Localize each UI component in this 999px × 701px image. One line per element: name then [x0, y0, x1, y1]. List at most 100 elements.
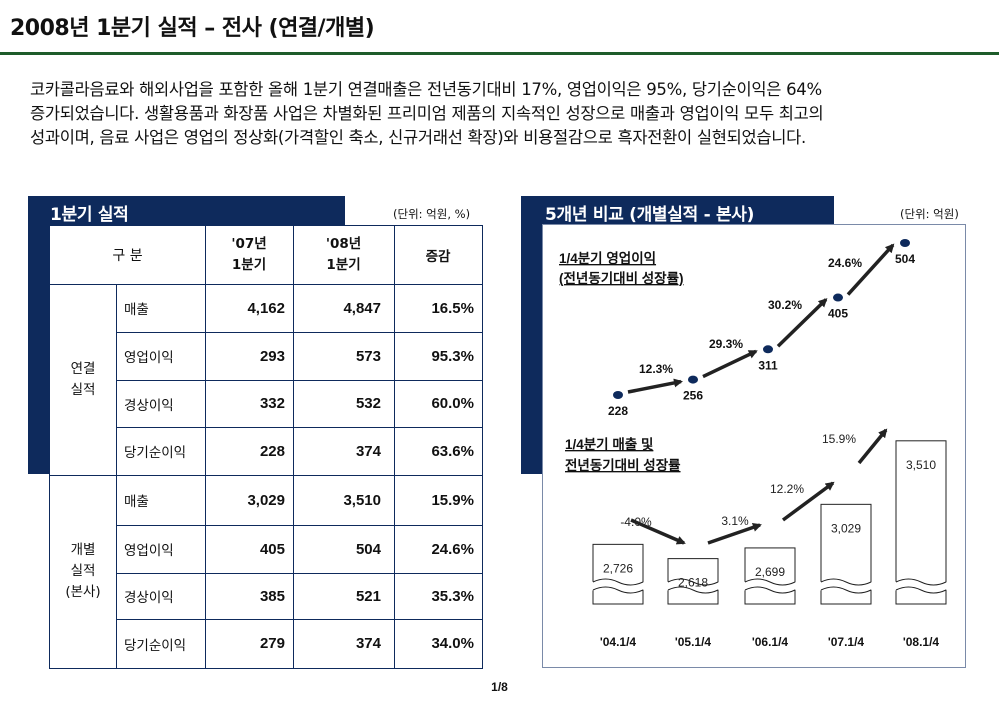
- row-value-2007: 293: [259, 347, 285, 365]
- results-table: 구 분 '07년 1분기 '08년 1분기 증감 연결 실적 개별 실적 (본사) 매출 …: [49, 225, 483, 669]
- sales-value-label: 2,699: [755, 565, 785, 579]
- row-value-2007: 332: [259, 395, 285, 412]
- op-income-value-label: 228: [608, 404, 628, 418]
- header-change: 증감: [425, 249, 451, 265]
- row-change: 63.6%: [431, 442, 474, 460]
- axis-break-mask: [667, 579, 719, 593]
- category-label: '04.1/4: [600, 635, 637, 649]
- five-year-chart-panel: 1/4분기 영업이익 (전년동기대비 성장률) 1/4분기 매출 및 전년동기대…: [542, 224, 966, 668]
- sales-sublabel: 전년동기대비 성장률: [565, 457, 681, 473]
- op-income-point: [688, 375, 698, 384]
- row-value-2007: 3,029: [247, 491, 285, 509]
- row-value-2008: 573: [355, 347, 381, 365]
- sales-value-label: 3,510: [906, 458, 936, 472]
- intro-line: 증가되었습니다. 생활용품과 화장품 사업은 차별화된 프리미엄 제품의 지속적…: [30, 104, 824, 123]
- op-income-value-label: 311: [758, 358, 778, 372]
- row-value-2008: 532: [355, 395, 381, 412]
- op-income-point: [900, 239, 910, 247]
- page-title: 2008년 1분기 실적 – 전사 (연결/개별): [10, 16, 375, 41]
- category-label: '05.1/4: [675, 635, 712, 649]
- op-income-point: [763, 345, 773, 354]
- sales-growth-label: 12.2%: [770, 482, 804, 496]
- sales-growth-arrow: [781, 481, 835, 522]
- row-value-2007: 4,162: [247, 299, 285, 317]
- category-label: '07.1/4: [828, 635, 865, 649]
- op-growth-arrow: [702, 349, 758, 379]
- row-change: 34.0%: [431, 635, 474, 652]
- axis-break-line: [820, 586, 872, 594]
- op-growth-arrow: [627, 378, 683, 394]
- op-growth-label: 29.3%: [709, 337, 743, 351]
- row-change: 16.5%: [431, 299, 474, 317]
- axis-break-mask: [895, 579, 947, 593]
- row-change: 60.0%: [431, 395, 474, 412]
- axis-break-mask: [820, 579, 872, 593]
- row-item: 당기순이익: [124, 445, 187, 461]
- op-growth-label: 24.6%: [828, 256, 862, 270]
- row-change: 15.9%: [431, 491, 474, 509]
- chart-section-title: 5개년 비교 (개별실적 - 본사): [545, 205, 755, 225]
- row-value-2008: 504: [355, 540, 381, 558]
- page-number: 1/8: [491, 680, 508, 694]
- op-income-point: [613, 391, 623, 399]
- intro-line: 코카콜라음료와 해외사업을 포함한 올해 1분기 연결매출은 전년동기대비 17…: [30, 80, 822, 99]
- sales-growth-arrow: [630, 518, 686, 545]
- row-item: 경상이익: [124, 397, 174, 414]
- row-value-2007: 385: [259, 587, 285, 605]
- op-income-sublabel: (전년동기대비 성장률): [559, 270, 684, 286]
- row-item: 경상이익: [124, 590, 174, 606]
- op-growth-label: 30.2%: [768, 298, 802, 312]
- axis-break-line: [895, 578, 947, 586]
- header-category: 구 분: [112, 248, 143, 264]
- intro-line: 성과이며, 음료 사업은 영업의 정상화(가격할인 축소, 신규거래선 확장)와…: [30, 128, 806, 147]
- table-section-title: 1분기 실적: [50, 205, 129, 225]
- sales-growth-label: 3.1%: [721, 514, 749, 528]
- axis-break-mask: [592, 579, 644, 593]
- axis-break-line: [667, 578, 719, 586]
- axis-break-line: [592, 586, 644, 594]
- row-value-2008: 3,510: [343, 491, 381, 509]
- row-value-2007: 405: [259, 540, 285, 558]
- chart-unit-label: (단위: 억원): [900, 207, 959, 221]
- row-change: 35.3%: [431, 587, 474, 605]
- intro-paragraph: 코카콜라음료와 해외사업을 포함한 올해 1분기 연결매출은 전년동기대비 17…: [30, 78, 980, 150]
- five-year-chart: 1/4분기 영업이익 (전년동기대비 성장률) 1/4분기 매출 및 전년동기대…: [559, 239, 947, 649]
- axis-break-line: [592, 578, 644, 586]
- group-label-standalone: 개별 실적 (본사): [65, 542, 101, 600]
- row-item: 매출: [124, 494, 149, 510]
- row-value-2007: 228: [259, 442, 285, 460]
- header-2007q1: '07년 1분기: [231, 236, 267, 273]
- category-label: '08.1/4: [903, 635, 940, 649]
- sales-bar: [895, 440, 947, 605]
- axis-break-line: [744, 586, 796, 594]
- row-value-2007: 279: [259, 635, 285, 652]
- op-income-label: 1/4분기 영업이익: [559, 250, 656, 266]
- op-growth-arrow: [776, 298, 828, 348]
- row-change: 95.3%: [431, 347, 474, 365]
- op-growth-label: 12.3%: [639, 362, 673, 376]
- row-item: 매출: [124, 302, 149, 318]
- header-2008q1: '08년 1분기: [325, 236, 362, 273]
- axis-break-line: [895, 586, 947, 594]
- sales-bar: [744, 547, 796, 605]
- op-income-value-label: 504: [895, 252, 915, 266]
- row-item: 영업이익: [124, 543, 174, 559]
- title-divider: [0, 52, 999, 55]
- row-value-2008: 374: [355, 442, 381, 460]
- op-income-point: [833, 293, 843, 302]
- op-growth-arrow: [846, 243, 895, 296]
- axis-break-mask: [744, 579, 796, 593]
- row-value-2008: 4,847: [343, 299, 381, 317]
- sales-value-label: 2,618: [678, 576, 708, 590]
- sales-value-label: 3,029: [831, 521, 861, 535]
- sales-growth-label: 15.9%: [822, 432, 856, 446]
- op-income-value-label: 405: [828, 307, 848, 321]
- sales-growth-label: -4.0%: [620, 515, 652, 529]
- axis-break-line: [667, 586, 719, 594]
- sales-growth-arrow: [857, 428, 888, 465]
- table-unit-label: (단위: 억원, %): [393, 207, 471, 221]
- sales-bar: [592, 543, 644, 605]
- category-label: '06.1/4: [752, 635, 789, 649]
- axis-break-line: [820, 578, 872, 586]
- sales-label: 1/4분기 매출 및: [565, 436, 653, 452]
